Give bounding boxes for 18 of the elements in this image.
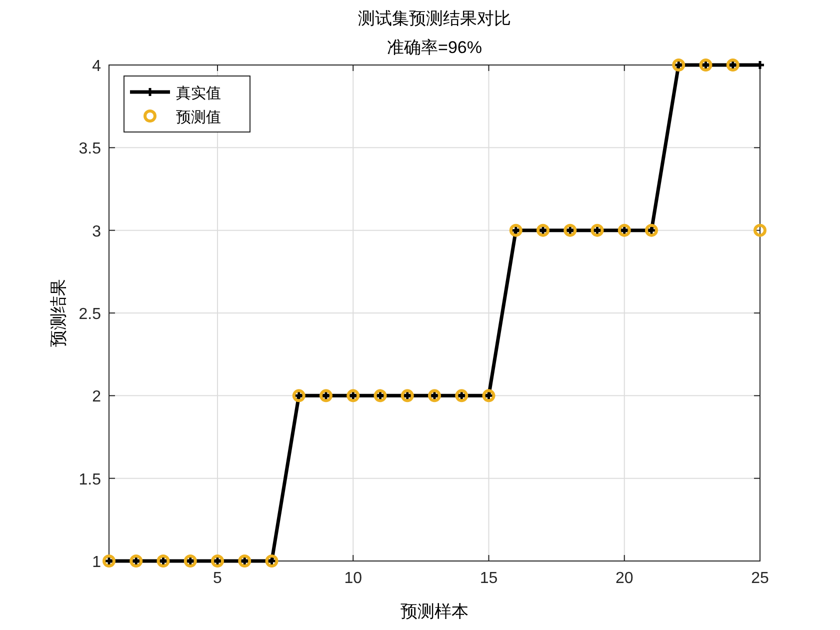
y-tick-label: 4 bbox=[92, 58, 102, 75]
x-tick-label: 25 bbox=[751, 570, 769, 587]
y-tick-label: 2 bbox=[92, 388, 102, 406]
legend-label: 预测值 bbox=[176, 108, 221, 126]
x-tick-label: 10 bbox=[344, 570, 362, 587]
x-tick-label: 20 bbox=[615, 570, 634, 587]
x-tick-label: 15 bbox=[480, 570, 498, 587]
chart-subtitle: 准确率=96% bbox=[387, 38, 482, 57]
y-axis-title: 预测结果 bbox=[49, 279, 68, 347]
legend-label: 真实值 bbox=[176, 84, 221, 102]
x-axis-title: 预测样本 bbox=[400, 602, 468, 621]
x-tick-label: 5 bbox=[213, 570, 222, 587]
chart-title: 测试集预测结果对比 bbox=[358, 9, 511, 28]
y-tick-label: 3 bbox=[92, 223, 102, 240]
y-tick-label: 3.5 bbox=[78, 140, 102, 158]
y-tick-label: 2.5 bbox=[78, 306, 102, 323]
y-tick-label: 1.5 bbox=[78, 471, 102, 488]
y-tick-label: 1 bbox=[92, 554, 102, 571]
